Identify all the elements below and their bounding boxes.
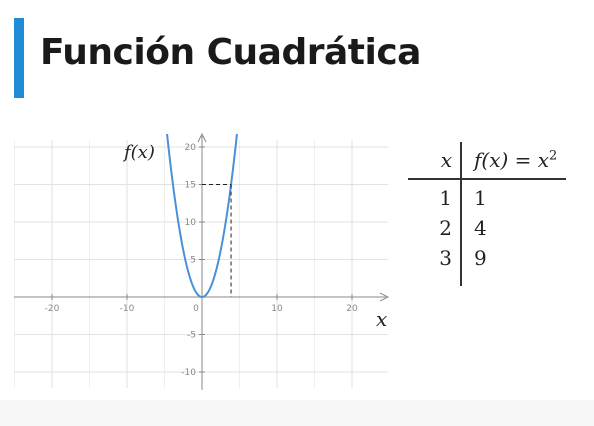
table-header-fx: f(x) = x2 xyxy=(474,148,558,172)
table-row-fx: 9 xyxy=(474,246,487,270)
x-axis-label: x xyxy=(376,307,387,331)
table-row-x: 2 xyxy=(439,216,452,240)
y-tick-label: 20 xyxy=(185,143,197,153)
highlight-guides xyxy=(202,184,232,297)
table-header-rule xyxy=(408,178,566,180)
y-tick-label: 5 xyxy=(190,256,196,266)
axes xyxy=(14,132,390,390)
y-axis-arrow xyxy=(197,132,207,143)
table-row-fx: 4 xyxy=(474,216,487,240)
parabola-curve xyxy=(166,134,238,299)
table-row-x: 1 xyxy=(439,186,452,210)
grid xyxy=(14,140,388,388)
table-row-fx: 1 xyxy=(474,186,487,210)
footer-band xyxy=(0,400,594,426)
values-table: x f(x) = x2 1 1 2 4 3 9 xyxy=(408,140,568,290)
y-tick-label: 10 xyxy=(185,218,197,228)
table-column-rule xyxy=(460,142,462,286)
table-row-x: 3 xyxy=(439,246,452,270)
y-tick-label: -5 xyxy=(187,331,196,341)
y-tick-label: -10 xyxy=(181,368,196,378)
x-tick-label: -20 xyxy=(45,304,60,314)
tick-labels: -20 -10 0 10 20 -10 -5 5 10 15 20 xyxy=(45,143,358,378)
x-tick-label: 20 xyxy=(346,304,358,314)
slide-title: Función Cuadrática xyxy=(40,32,421,73)
title-accent-bar xyxy=(14,18,24,98)
x-tick-label: 10 xyxy=(271,304,283,314)
x-axis-arrow xyxy=(379,292,390,302)
y-tick-label: 15 xyxy=(185,181,196,191)
x-tick-label: -10 xyxy=(120,304,135,314)
x-tick-label: 0 xyxy=(193,304,199,314)
table-header-x: x xyxy=(440,148,452,172)
y-axis-label: f(x) xyxy=(122,142,155,163)
